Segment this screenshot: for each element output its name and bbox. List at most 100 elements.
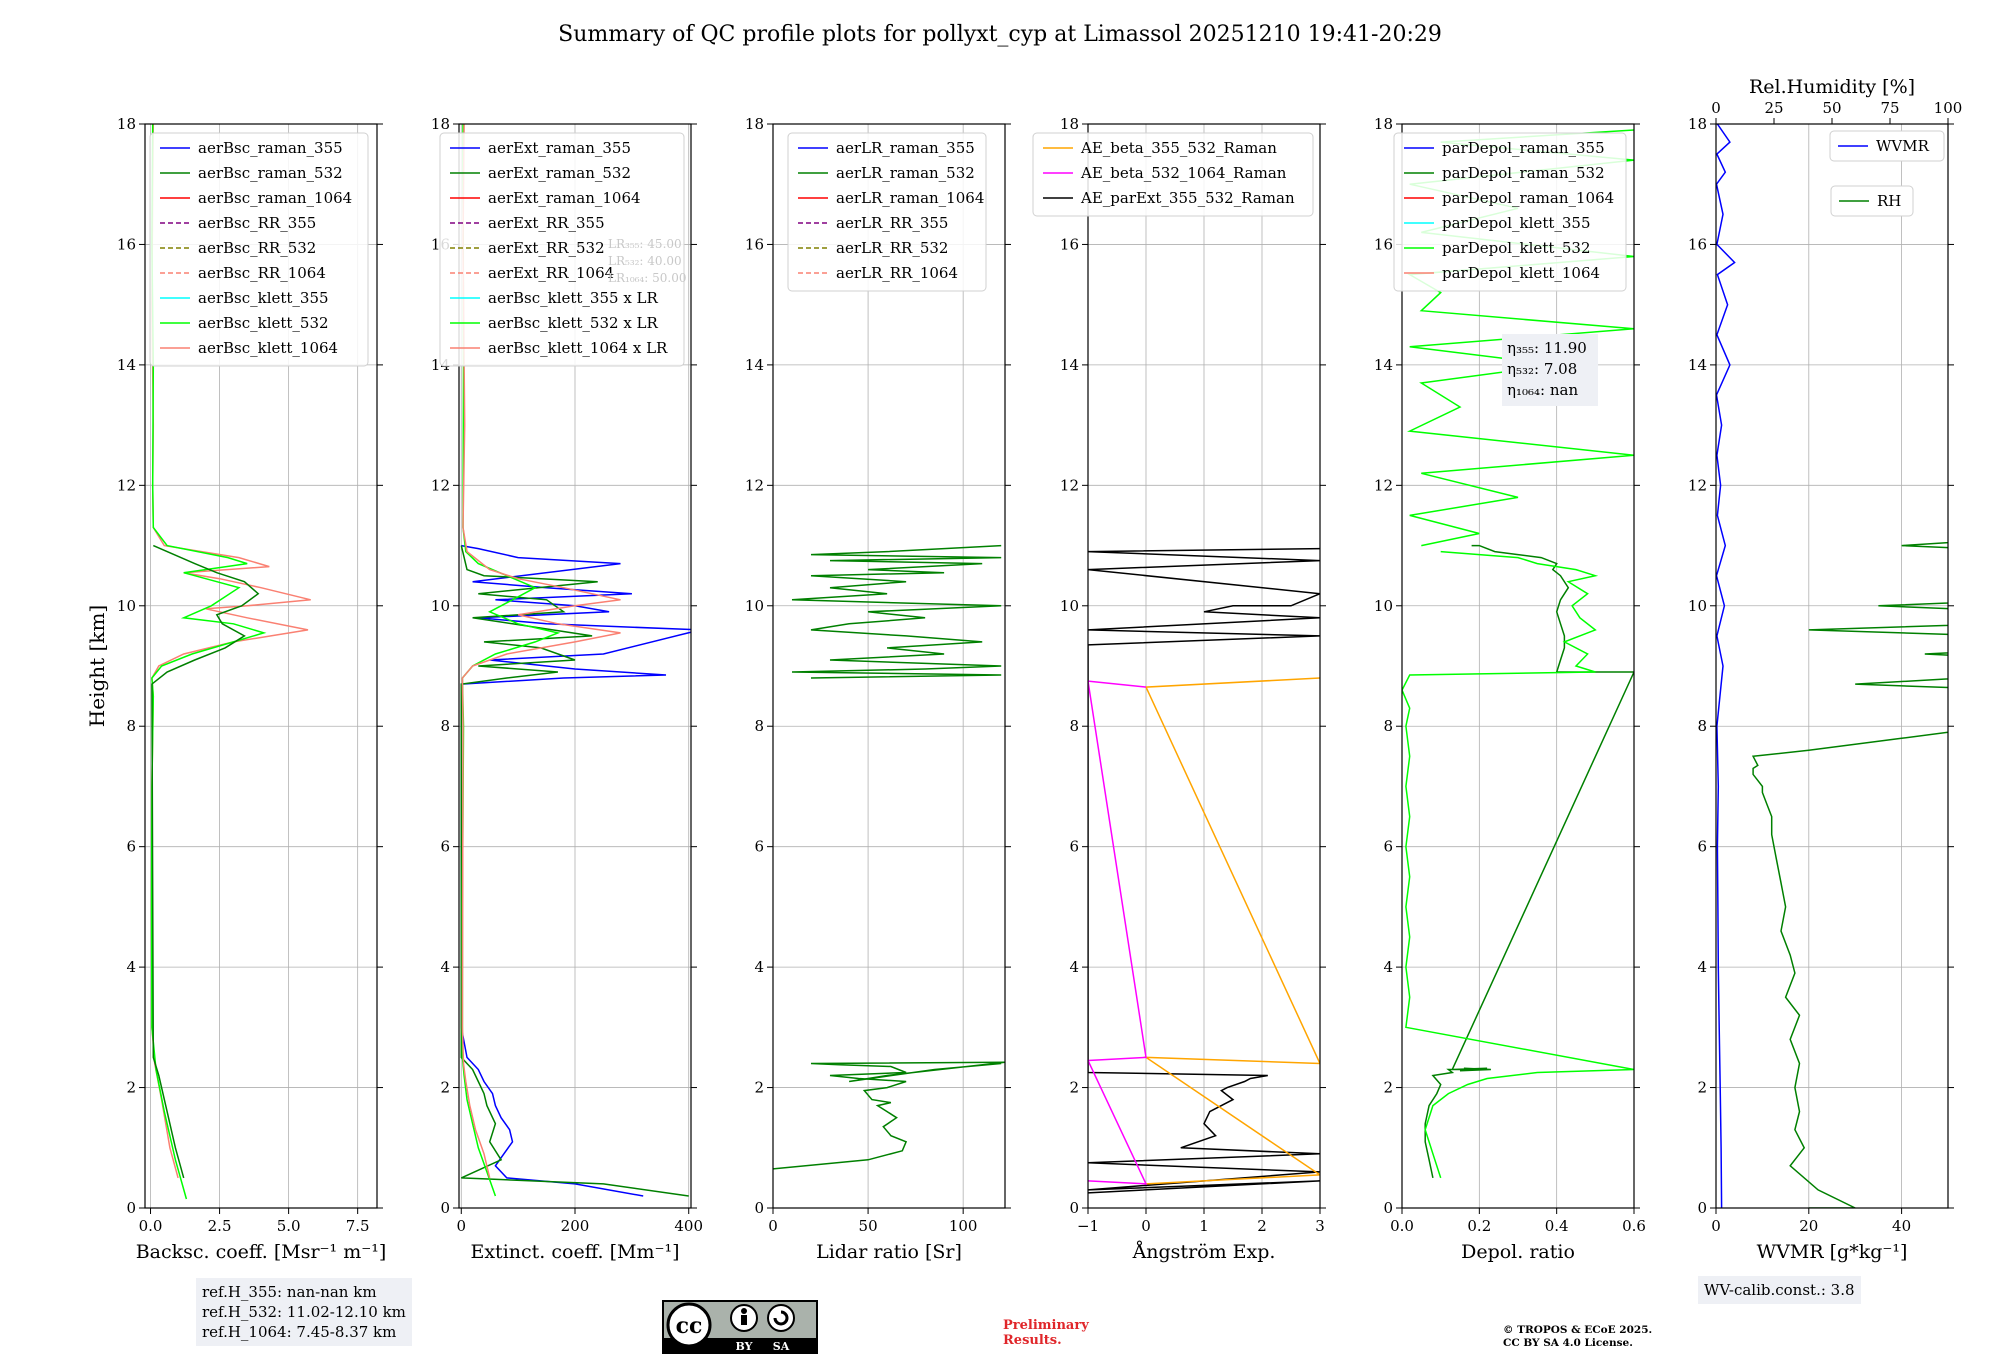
y-tick-label: 2	[754, 1079, 764, 1097]
legend-label: parDepol_klett_355	[1442, 214, 1591, 232]
legend-label: aerBsc_raman_1064	[198, 189, 352, 207]
cc-text: cc	[676, 1313, 703, 1339]
y-tick-label: 14	[1060, 356, 1079, 374]
profile-panel-5: 0 2 4 6 8 10 12 14 16 18 0.0 0.2 0.4 0.6 Depol. ratio p…	[1374, 115, 1646, 1263]
eta-annotation: η₅₃₂: 7.08	[1507, 360, 1577, 378]
y-tick-label: 14	[1374, 356, 1393, 374]
y-tick-label: 6	[440, 838, 450, 856]
x-tick-label: 0.2	[1467, 1217, 1491, 1235]
x-axis-label: Ångström Exp.	[1132, 1241, 1276, 1263]
x-axis-label: Backsc. coeff. [Msr⁻¹ m⁻¹]	[136, 1241, 387, 1263]
legend-label: parDepol_raman_355	[1442, 139, 1605, 157]
x-tick-label: 0	[1711, 1217, 1721, 1235]
legend-label: aerBsc_klett_532	[198, 314, 329, 332]
grid	[1087, 123, 1321, 1209]
x-tick-label: 0	[457, 1217, 467, 1235]
legend-label: aerBsc_raman_532	[198, 164, 343, 182]
x-tick-label: 20	[1799, 1217, 1818, 1235]
y-tick-label: 8	[754, 717, 764, 735]
legend-label: aerBsc_RR_1064	[198, 264, 326, 282]
grid	[1715, 123, 1948, 1209]
legend-label: aerExt_RR_1064	[488, 264, 614, 282]
axes-frame	[1715, 123, 1949, 1209]
x2-axis-label: Rel.Humidity [%]	[1749, 76, 1915, 98]
y-tick-label: 4	[440, 958, 450, 976]
legend-label: parDepol_raman_532	[1442, 164, 1605, 182]
y-tick-label: 14	[117, 356, 136, 374]
y-tick-label: 10	[745, 597, 764, 615]
series-line-aerLR_raman_532	[773, 1061, 1005, 1170]
x-tick-label: 100	[949, 1217, 978, 1235]
legend-label: aerBsc_RR_355	[198, 214, 316, 232]
legend-label: aerBsc_klett_1064	[198, 339, 338, 357]
lr-annotation: LR₁₀₆₄: 50.00	[608, 271, 686, 285]
y-tick-label: 6	[754, 838, 764, 856]
y-tick-label: 8	[1697, 717, 1707, 735]
y-tick-label: 4	[1383, 958, 1393, 976]
reference-height-box: ref.H_355: nan-nan km ref.H_532: 11.02-1…	[196, 1278, 412, 1346]
y-tick-label: 2	[1069, 1079, 1079, 1097]
copyright-line2: CC BY SA 4.0 License.	[1503, 1337, 1633, 1349]
x-tick-label: 7.5	[346, 1217, 370, 1235]
y-tick-label: 10	[117, 597, 136, 615]
legend-label: AE_beta_355_532_Raman	[1080, 139, 1277, 157]
profile-panel-2: 0246810121416180200400Extinct. coeff. [M…	[431, 115, 703, 1263]
y-tick-label: 6	[1697, 838, 1707, 856]
series-group	[1088, 547, 1320, 1194]
legend-label: aerLR_raman_355	[836, 139, 975, 157]
x2-tick-label: 100	[1934, 99, 1963, 117]
y-tick-label: 0	[1383, 1199, 1393, 1217]
series-group	[773, 544, 1005, 1170]
legend-label: aerExt_raman_355	[488, 139, 631, 157]
legend-label: aerExt_RR_532	[488, 239, 605, 257]
y-tick-label: 6	[126, 838, 136, 856]
x-tick-label: 0	[768, 1217, 778, 1235]
legend-box	[1393, 132, 1627, 292]
series-line-AE_parExt_355_532_Raman	[1088, 547, 1320, 1194]
x-tick-label: −1	[1077, 1217, 1099, 1235]
y-tick-label: 6	[1383, 838, 1393, 856]
x-axis-label: WVMR [g*kg⁻¹]	[1757, 1241, 1908, 1263]
y-tick-label: 16	[1688, 235, 1707, 253]
y-tick-label: 8	[1069, 717, 1079, 735]
legend-label: aerExt_raman_1064	[488, 189, 641, 207]
x-tick-label: 0.4	[1545, 1217, 1569, 1235]
x-tick-label: 400	[674, 1217, 703, 1235]
x2-tick-label: 75	[1880, 99, 1899, 117]
x-axis-label: Depol. ratio	[1461, 1241, 1575, 1263]
legend-label: aerBsc_klett_532 x LR	[488, 314, 659, 332]
y-tick-label: 8	[440, 717, 450, 735]
y-tick-label: 10	[431, 597, 450, 615]
x-tick-label: 2.5	[208, 1217, 232, 1235]
series-line-AE_beta_355_532_Raman	[1143, 677, 1320, 1185]
legend: WVMR	[1829, 130, 1945, 162]
y-tick-label: 12	[1374, 476, 1393, 494]
y-tick-label: 0	[126, 1199, 136, 1217]
y-tick-label: 10	[1688, 597, 1707, 615]
profile-panel-1: 0 2 4 6 8 10 12 14 16 18 0.0 2.5 5.0 7.5 Backsc. coeff…	[117, 115, 386, 1263]
x-tick-label: 200	[561, 1217, 590, 1235]
series-line-aerBsc_raman_532	[151, 544, 260, 1179]
eta-box	[1502, 334, 1598, 406]
y-tick-label: 12	[431, 476, 450, 494]
y-tick-label: 10	[1060, 597, 1079, 615]
series-line-aerBsc_klett_532 x LR	[461, 124, 561, 1197]
preliminary-results-note: Preliminary Results.	[1003, 1318, 1089, 1348]
y-tick-label: 4	[1697, 958, 1707, 976]
y-tick-label: 8	[126, 717, 136, 735]
legend: aerBsc_raman_355 aerBsc_raman_532 aerBsc_r…	[149, 132, 369, 367]
y-tick-label: 18	[1060, 115, 1079, 133]
legend-label: aerLR_raman_532	[836, 164, 975, 182]
y-tick-label: 18	[745, 115, 764, 133]
lr-annotation: LR₃₅₅: 45.00	[608, 237, 682, 251]
legend: RH	[1830, 185, 1914, 217]
x2-tick-label: 25	[1764, 99, 1783, 117]
series-line-AE_beta_532_1064_Raman	[1088, 680, 1148, 1185]
legend-label: aerBsc_klett_355 x LR	[488, 289, 659, 307]
y-tick-label: 2	[126, 1079, 136, 1097]
series-line-aerLR_raman_532_upper	[791, 544, 1002, 679]
eta-annotation: η₁₀₆₄: nan	[1507, 381, 1578, 399]
y-tick-label: 4	[754, 958, 764, 976]
y-tick-label: 18	[431, 115, 450, 133]
